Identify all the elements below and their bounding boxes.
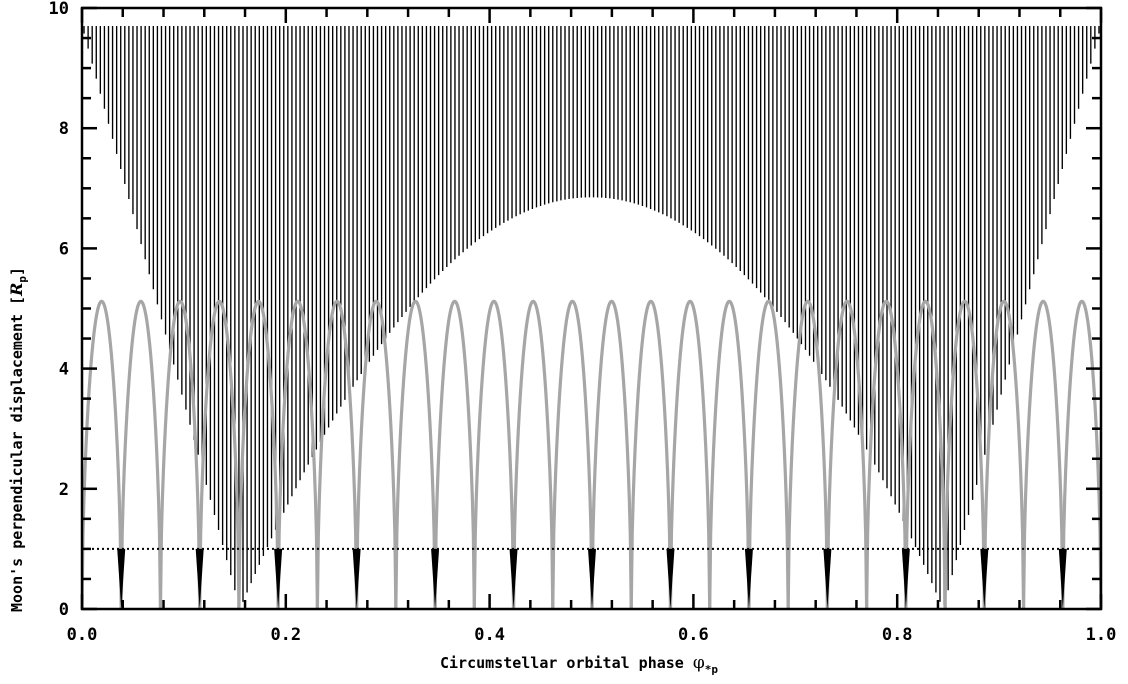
spike — [195, 548, 204, 609]
spike — [744, 548, 753, 609]
x-tick-label: 0.8 — [882, 625, 913, 645]
arc — [472, 299, 516, 609]
arc — [394, 299, 437, 609]
arc-series — [82, 299, 1101, 609]
axes: 0.0 0.2 0.4 0.6 0.8 1.0 0 2 4 6 8 10 — [49, 0, 1117, 645]
arc — [237, 299, 280, 609]
spike — [901, 548, 910, 609]
x-axis-title-main: Circumstellar orbital phase — [440, 654, 693, 672]
arc — [629, 299, 673, 609]
oscillation-series — [83, 26, 1100, 606]
spike — [588, 548, 597, 609]
spike — [431, 548, 440, 609]
arc — [982, 299, 1026, 609]
arc — [198, 299, 241, 609]
arc — [708, 299, 751, 609]
arc — [82, 299, 123, 609]
y-tick-label: 8 — [59, 119, 69, 139]
x-axis-title-subscript: *p — [705, 663, 719, 676]
spike — [1058, 548, 1067, 609]
arc — [865, 299, 908, 609]
tick-marks — [80, 6, 1103, 611]
y-axis-title: Moon's perpendicular displacement [Rp] — [7, 267, 29, 612]
arc — [1021, 299, 1065, 609]
arc — [119, 299, 163, 609]
y-tick-label: 10 — [49, 0, 69, 19]
y-tick-label: 2 — [59, 480, 69, 500]
spike — [274, 548, 283, 609]
spike — [980, 548, 989, 609]
arc — [433, 299, 476, 609]
x-axis-title: Circumstellar orbital phase φ*p — [440, 653, 718, 676]
arc — [315, 299, 359, 609]
arc — [943, 299, 986, 609]
x-tick-label: 0.4 — [474, 625, 505, 645]
arc — [786, 299, 829, 609]
y-axis-title-close: ] — [8, 267, 26, 276]
spike — [509, 548, 518, 609]
plot-area — [82, 26, 1101, 609]
spike — [117, 548, 126, 609]
y-axis-title-symbol: R — [7, 283, 26, 297]
arc — [511, 299, 555, 609]
y-tick-label: 6 — [59, 239, 69, 259]
x-tick-label: 0.2 — [270, 625, 301, 645]
spike — [352, 548, 361, 609]
arc — [904, 299, 947, 609]
x-axis-title-symbol: φ — [693, 653, 705, 673]
arc — [747, 299, 790, 609]
arc — [551, 299, 594, 609]
y-tick-label: 0 — [59, 600, 69, 620]
y-axis-title-main: Moon's perpendicular displacement [ — [8, 296, 26, 612]
spike — [823, 548, 832, 609]
x-tick-label: 0.0 — [67, 625, 98, 645]
spike-series — [117, 548, 1067, 609]
arc — [1061, 299, 1101, 609]
arc — [825, 299, 869, 609]
arc — [158, 299, 202, 609]
x-tick-label: 0.6 — [678, 625, 709, 645]
arc — [355, 299, 398, 609]
spike — [666, 548, 675, 609]
arc — [668, 299, 712, 609]
y-axis-title-subscript: p — [16, 276, 29, 283]
arc — [590, 299, 633, 609]
arc — [276, 299, 319, 609]
y-tick-label: 4 — [59, 360, 69, 380]
x-tick-label: 1.0 — [1086, 625, 1117, 645]
